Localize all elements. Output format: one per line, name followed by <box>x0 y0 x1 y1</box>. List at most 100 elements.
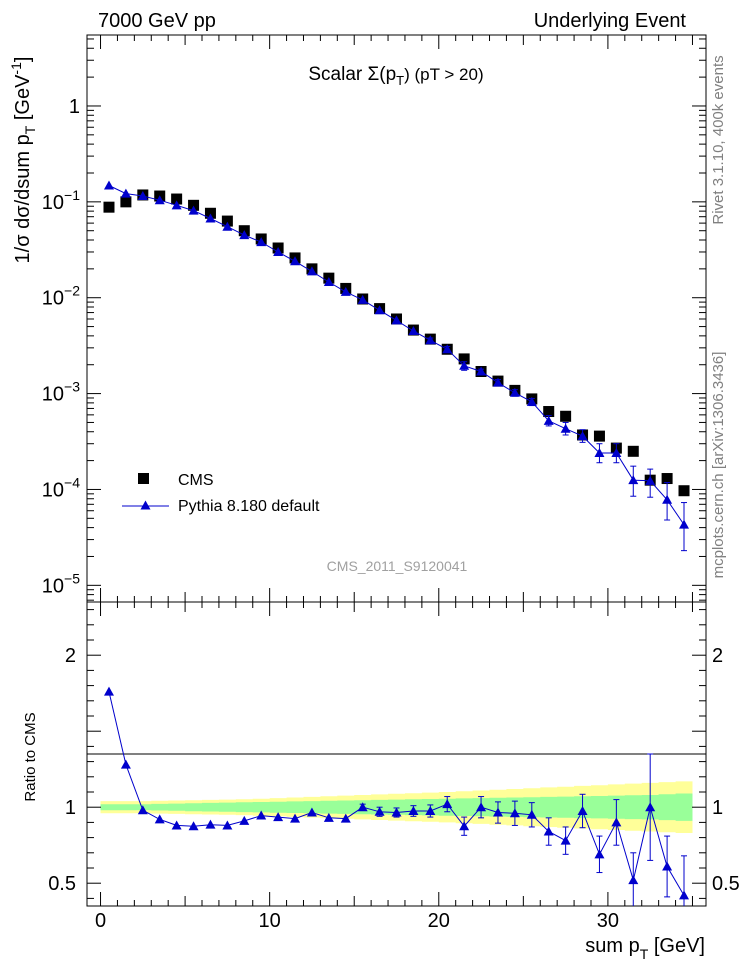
ratio-point <box>374 806 385 816</box>
main-plot-panel: 1 10−1 10−2 10−3 10−4 10−5 Scalar Σ(pT) (pT >… <box>8 34 707 603</box>
main-y-tick-label: 1 <box>69 96 80 118</box>
cms-point <box>188 199 200 211</box>
title-pre: Scalar <box>308 64 367 85</box>
pythia-point <box>391 315 402 325</box>
analysis-watermark: CMS_2011_S9120041 <box>327 558 468 574</box>
pythia-point <box>560 423 571 433</box>
x-axis-label-pre: sum p <box>585 935 639 957</box>
pythia-point <box>171 200 182 210</box>
main-y-tick-labels: 1 10−1 10−2 10−3 10−4 10−5 <box>42 96 80 597</box>
x-tick-label: 30 <box>597 910 619 932</box>
ratio-data-layer <box>103 686 690 906</box>
x-tick-label: 10 <box>259 910 281 932</box>
pythia-point <box>205 213 216 223</box>
ratio-point <box>611 817 622 827</box>
pythia-point <box>526 396 537 406</box>
ratio-axis-ticks <box>87 602 706 906</box>
ratio-point <box>645 802 656 812</box>
main-y-axis-label: 1/σ dσ/dsum pT [GeV-1] <box>8 57 38 264</box>
ratio-y-tick-label-right: 1 <box>712 797 723 819</box>
pythia-point <box>645 475 656 485</box>
main-title: Scalar Σ(pT) (pT > 20) <box>308 64 483 88</box>
pythia-point <box>662 494 673 504</box>
ratio-point <box>492 807 503 817</box>
ratio-point <box>577 806 588 815</box>
ratio-y-axis-label: Ratio to CMS <box>22 712 39 801</box>
ratio-inner-band <box>100 793 693 821</box>
pythia-point <box>459 360 470 370</box>
pythia-point <box>239 230 250 240</box>
ratio-y-tick-label-left: 2 <box>65 645 76 667</box>
ratio-point <box>679 890 690 900</box>
pythia-point <box>577 431 588 441</box>
pythia-point <box>509 387 520 397</box>
pythia-point <box>543 415 554 425</box>
cms-point <box>221 215 233 227</box>
pythia-point <box>594 448 605 458</box>
pythia-point <box>442 344 453 354</box>
main-y-tick-label: 10−1 <box>42 187 80 214</box>
cms-point <box>103 201 115 213</box>
ratio-plot-frame <box>86 601 707 907</box>
x-axis-label: sum pT [GeV] <box>585 935 705 962</box>
main-y-tick-label: 10−3 <box>42 379 80 406</box>
ratio-y-tick-label-right: 0.5 <box>712 873 740 895</box>
main-axis-ticks <box>87 35 706 602</box>
pythia-point <box>340 286 351 296</box>
ratio-point <box>408 806 419 815</box>
pythia-point <box>103 180 114 190</box>
title-post: ) (pT > 20) <box>404 65 484 84</box>
rivet-version-label: Rivet 3.1.10, 400k events <box>710 55 727 224</box>
main-data-layer <box>103 180 690 552</box>
uncertainty-bands <box>100 781 693 833</box>
ratio-y-tick-label-right: 2 <box>712 645 723 667</box>
ratio-point <box>560 835 571 845</box>
ratio-point <box>323 812 334 822</box>
pythia-point <box>222 221 233 231</box>
ratio-point <box>290 813 301 823</box>
mcplots-label: mcplots.cern.ch [arXiv:1306.3436] <box>710 352 727 579</box>
main-y-tick-label: 10−5 <box>42 570 80 597</box>
ratio-point <box>306 807 317 817</box>
pythia-point <box>188 205 199 215</box>
x-axis-label-post: [GeV] <box>648 935 705 957</box>
pythia-point <box>137 191 148 201</box>
ratio-point <box>273 812 284 822</box>
ratio-point <box>222 820 233 830</box>
ratio-point <box>425 806 436 815</box>
ratio-point <box>171 820 182 830</box>
ratio-point <box>476 802 487 812</box>
ratio-point <box>594 849 605 859</box>
main-y-tick-label: 10−4 <box>42 474 80 501</box>
ratio-point <box>628 875 639 885</box>
pythia-point <box>628 475 639 485</box>
cms-point <box>204 207 216 219</box>
pythia-point <box>273 246 284 256</box>
pythia-point <box>679 519 690 529</box>
ratio-point <box>391 807 402 817</box>
ratio-plot-panel: 0.5 0.5 1 1 2 2 0 10 20 30 Ratio to CMS sum pT [… <box>22 601 740 962</box>
ratio-y-tick-labels: 0.5 0.5 1 1 2 2 <box>48 645 740 895</box>
pythia-point <box>492 377 503 387</box>
ratio-y-tick-label-left: 0.5 <box>48 873 76 895</box>
cms-point <box>661 473 673 485</box>
ratio-point <box>137 805 148 815</box>
ratio-point <box>205 819 216 829</box>
cms-point <box>593 430 605 442</box>
pythia-point <box>611 448 622 458</box>
ratio-point <box>120 759 131 769</box>
pythia-point <box>425 335 436 345</box>
title-sub: T <box>396 73 404 88</box>
ratio-point <box>103 686 114 696</box>
cms-point <box>560 410 572 422</box>
cms-point <box>120 196 132 208</box>
ratio-x-tick-labels: 0 10 20 30 <box>95 910 619 932</box>
header-process-label: Underlying Event <box>534 10 687 32</box>
pythia-point <box>408 325 419 335</box>
cms-point <box>678 485 690 497</box>
legend-label-pythia: Pythia 8.180 default <box>178 498 320 515</box>
ratio-point <box>239 815 250 825</box>
main-y-tick-label: 10−2 <box>42 283 80 310</box>
ratio-point <box>256 810 267 820</box>
